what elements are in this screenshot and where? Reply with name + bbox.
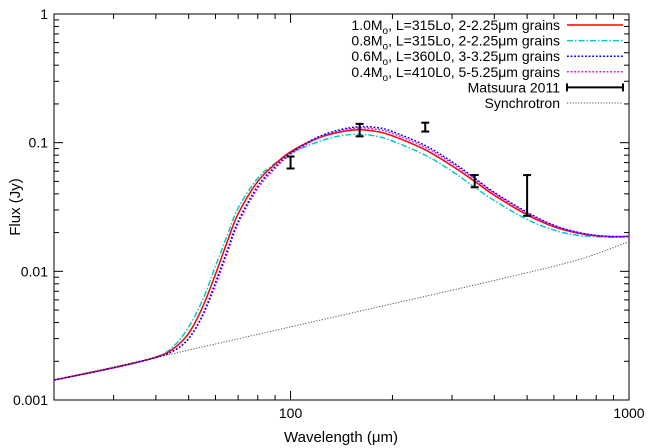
x-tick-label: 1000 [613,405,644,421]
series-line [53,133,630,381]
legend-label: 0.6Mo, L=360L0, 3-3.25μm grains [351,48,560,68]
y-tick-label: 1 [40,6,48,22]
x-tick-label: 100 [279,405,303,421]
legend-label: 1.0Mo, L=315Lo, 2-2.25μm grains [351,17,560,37]
series-line [53,127,630,381]
tick-labels: 100 1000 0.001 0.01 0.1 1 [13,6,645,421]
series-line [53,128,630,381]
y-tick-label: 0.01 [21,263,48,279]
y-axis-label: Flux (Jy) [7,178,24,236]
y-tick-label: 0.1 [29,135,49,151]
axis-ticks [53,13,630,401]
y-tick-label: 0.001 [13,392,48,408]
plot-frame [53,13,630,401]
series-line [53,125,630,381]
x-axis-label: Wavelength (μm) [284,429,398,446]
legend-label: Synchrotron [485,95,560,111]
series-curves [53,125,630,381]
legend-label: 0.8Mo, L=315Lo, 2-2.25μm grains [351,33,560,53]
legend-label: Matsuura 2011 [468,79,561,95]
series-line [53,241,630,381]
errorbar-group [286,121,532,217]
legend-label: 0.4Mo, L=410L0, 5-5.25μm grains [351,64,560,84]
